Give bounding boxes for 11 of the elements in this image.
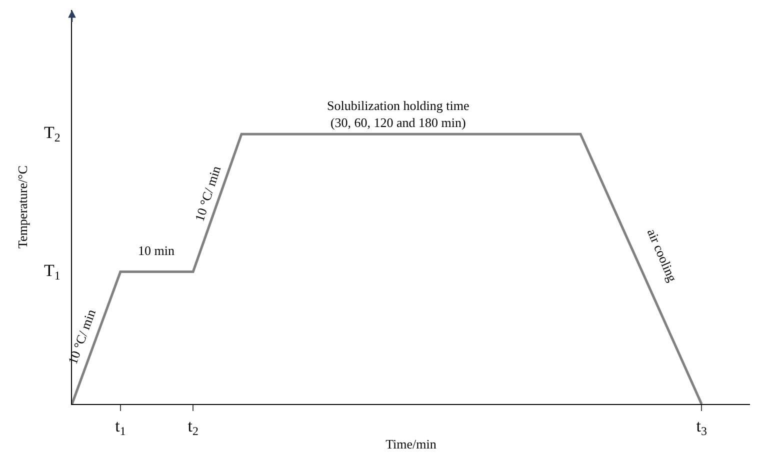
x-tick-label: t$_{2}$ (188, 416, 198, 438)
annotation: air cooling (644, 226, 680, 284)
annotation: 10 °C/ min (192, 164, 224, 224)
x-tick-label: t$_{1}$ (115, 416, 126, 438)
y-axis-title: Temperature/°C (14, 166, 30, 248)
annotation: 10 min (138, 243, 175, 258)
text: T$_{2}$ (44, 123, 60, 145)
text: Solubilization holding time (30, 60, 120 and 180 min) (327, 98, 470, 130)
x-axis-title: Time/min (386, 436, 437, 452)
x-tick-label: t$_{3}$ (696, 416, 707, 438)
text: T$_{1}$ (44, 261, 60, 283)
